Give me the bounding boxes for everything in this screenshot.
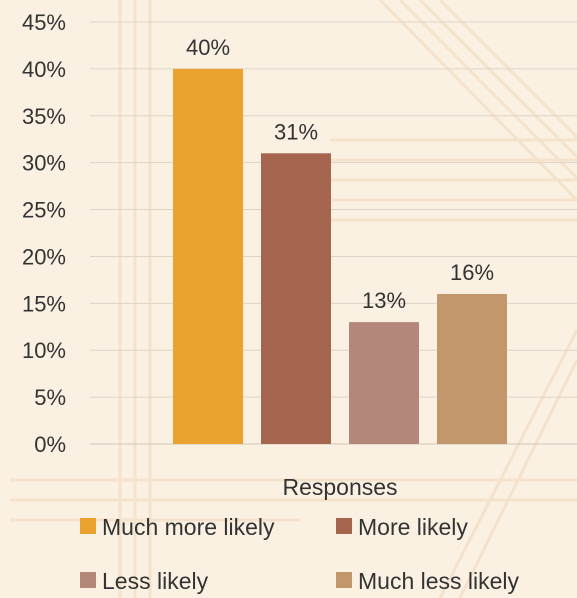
bar-less-likely	[349, 322, 419, 444]
legend-swatch	[80, 572, 96, 588]
y-tick-label: 45%	[22, 10, 66, 35]
x-axis-label: Responses	[282, 474, 397, 500]
legend-label: Much less likely	[358, 568, 520, 594]
y-tick-label: 10%	[22, 338, 66, 363]
legend-swatch	[336, 518, 352, 534]
legend-label: Much more likely	[102, 514, 275, 540]
y-tick-label: 20%	[22, 244, 66, 269]
data-label: 31%	[274, 119, 318, 144]
data-label: 16%	[450, 260, 494, 285]
legend-label: More likely	[358, 514, 468, 540]
y-tick-label: 35%	[22, 104, 66, 129]
bar-much-more-likely	[173, 68, 243, 444]
bar-much-less-likely	[437, 293, 507, 444]
y-tick-label: 0%	[34, 432, 66, 457]
y-tick-label: 25%	[22, 198, 66, 223]
legend-swatch	[80, 518, 96, 534]
legend-label: Less likely	[102, 568, 209, 594]
data-label: 40%	[186, 35, 230, 60]
bar-more-likely	[261, 153, 331, 445]
data-label: 13%	[362, 288, 406, 313]
y-tick-label: 15%	[22, 291, 66, 316]
y-tick-label: 5%	[34, 385, 66, 410]
y-tick-label: 40%	[22, 57, 66, 82]
legend-swatch	[336, 572, 352, 588]
y-tick-label: 30%	[22, 151, 66, 176]
